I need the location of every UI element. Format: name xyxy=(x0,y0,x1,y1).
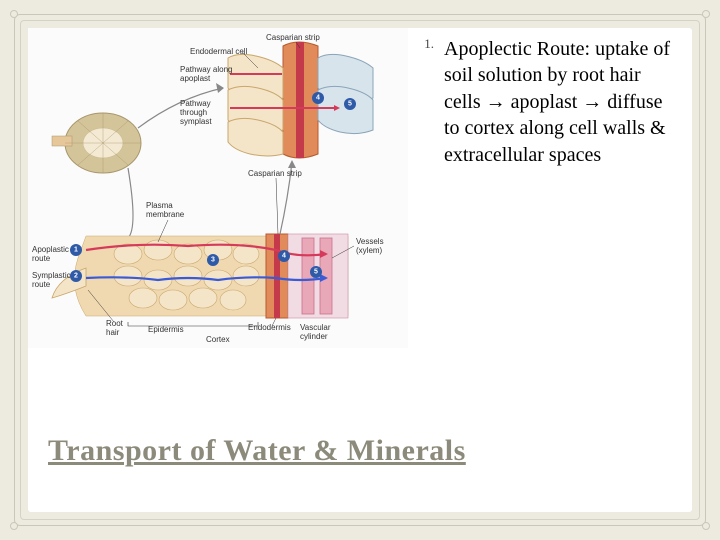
label-endodermis: Endodermis xyxy=(248,323,291,332)
label-vascular-cylinder: Vascularcylinder xyxy=(300,323,331,341)
svg-text:3: 3 xyxy=(211,257,215,264)
label-cortex: Cortex xyxy=(206,335,230,344)
label-vessels-xylem: Vessels(xylem) xyxy=(356,237,384,255)
list-number: 1. xyxy=(418,36,440,52)
body-text-block: 1. Apoplectic Route: uptake of soil solu… xyxy=(418,36,683,168)
label-casparian-mid: Casparian strip xyxy=(248,169,302,178)
label-epidermis: Epidermis xyxy=(148,325,184,334)
slide-title: Transport of Water & Minerals xyxy=(48,434,466,468)
label-endodermal-cell: Endodermal cell xyxy=(190,47,248,56)
svg-text:1: 1 xyxy=(74,247,78,254)
svg-text:5: 5 xyxy=(348,101,352,108)
svg-text:5: 5 xyxy=(314,269,318,276)
label-pathway-symplast: Pathwaythroughsymplast xyxy=(180,99,212,126)
label-plasma-membrane: Plasmamembrane xyxy=(146,201,185,219)
svg-text:2: 2 xyxy=(74,273,78,280)
label-root-hair: Roothair xyxy=(106,319,124,337)
corner-ornament xyxy=(10,10,18,18)
corner-ornament xyxy=(10,522,18,530)
label-apoplastic-route: Apoplasticroute xyxy=(32,245,69,263)
root-cross-section-icon xyxy=(52,113,141,173)
corner-ornament xyxy=(702,522,710,530)
svg-text:4: 4 xyxy=(282,253,286,260)
label-casparian-top: Casparian strip xyxy=(266,33,320,42)
root-longitudinal-icon xyxy=(52,234,348,318)
list-body-text: Apoplectic Route: uptake of soil solutio… xyxy=(444,36,680,168)
corner-ornament xyxy=(702,10,710,18)
label-pathway-apoplast: Pathway alongapoplast xyxy=(180,65,232,83)
slide-panel: Casparian strip Endodermal cell Pathway … xyxy=(28,28,692,512)
svg-text:4: 4 xyxy=(316,95,320,102)
root-transport-diagram: Casparian strip Endodermal cell Pathway … xyxy=(28,28,408,348)
